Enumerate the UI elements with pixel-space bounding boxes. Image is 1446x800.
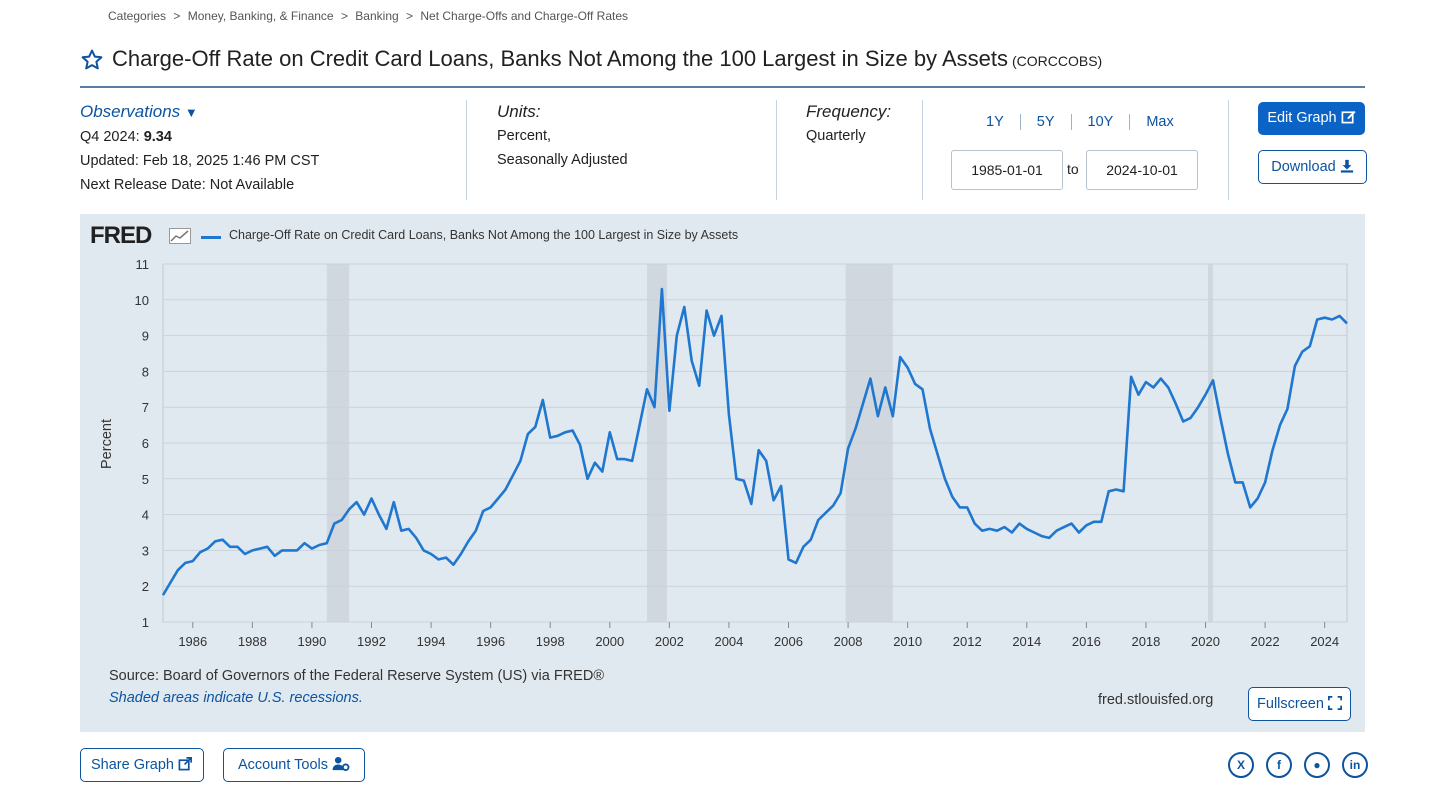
- y-tick-label: 3: [142, 543, 149, 558]
- fullscreen-button[interactable]: Fullscreen: [1248, 687, 1351, 721]
- fred-url[interactable]: fred.stlouisfed.org: [1098, 692, 1214, 708]
- frequency-value: Quarterly: [806, 128, 866, 144]
- x-tick-label: 2004: [714, 634, 743, 649]
- breadcrumb-net-charge-offs[interactable]: Net Charge-Offs and Charge-Off Rates: [420, 9, 629, 23]
- updated-text: Updated: Feb 18, 2025 1:46 PM CST: [80, 153, 320, 169]
- frequency-label: Frequency:: [806, 102, 892, 121]
- units-line1: Percent,: [497, 128, 551, 144]
- divider: [466, 100, 467, 200]
- divider: [1228, 100, 1229, 200]
- x-icon[interactable]: X: [1228, 752, 1254, 778]
- title-row: Charge-Off Rate on Credit Card Loans, Ba…: [80, 46, 1365, 88]
- chevron-down-icon: ▼: [184, 105, 198, 120]
- fullscreen-icon: [1327, 696, 1342, 710]
- y-tick-label: 2: [142, 579, 149, 594]
- start-date-input[interactable]: 1985-01-01: [951, 150, 1063, 190]
- share-icon: [178, 757, 192, 771]
- star-icon[interactable]: [80, 48, 104, 72]
- y-tick-label: 7: [142, 400, 149, 415]
- breadcrumb: Categories > Money, Banking, & Finance >…: [108, 9, 632, 23]
- page-title: Charge-Off Rate on Credit Card Loans, Ba…: [112, 46, 1102, 72]
- source-text: Source: Board of Governors of the Federa…: [109, 668, 605, 684]
- range-max[interactable]: Max: [1129, 114, 1189, 130]
- y-tick-label: 11: [136, 257, 150, 272]
- x-tick-label: 2014: [1012, 634, 1041, 649]
- frequency-panel: Frequency: Quarterly: [806, 100, 891, 148]
- x-tick-label: 1994: [417, 634, 446, 649]
- breadcrumb-categories[interactable]: Categories: [108, 9, 167, 23]
- latest-value: 9.34: [143, 129, 172, 145]
- x-tick-label: 2002: [655, 634, 684, 649]
- x-tick-label: 2018: [1131, 634, 1160, 649]
- series-code: (CORCCOBS): [1011, 53, 1103, 69]
- legend-label: Charge-Off Rate on Credit Card Loans, Ba…: [229, 228, 739, 242]
- line-chart: 1 2 3 4 5 6 7 8 9 10 11 1986 1988 1990 1992 1994 1996 19…: [99, 257, 1348, 649]
- recession-note[interactable]: Shaded areas indicate U.S. recessions.: [109, 690, 363, 706]
- y-tick-label: 8: [142, 364, 149, 379]
- observations-panel: Observations ▼ Q4 2024: 9.34 Updated: Fe…: [80, 100, 319, 197]
- account-tools-button[interactable]: Account Tools: [223, 748, 365, 782]
- x-tick-label: 2016: [1072, 634, 1101, 649]
- range-5y[interactable]: 5Y: [1019, 114, 1071, 130]
- download-icon: [1340, 159, 1353, 173]
- x-tick-label: 1988: [238, 634, 267, 649]
- y-tick-label: 9: [142, 329, 149, 344]
- share-graph-button[interactable]: Share Graph: [80, 748, 204, 782]
- observations-toggle[interactable]: Observations ▼: [80, 102, 198, 121]
- next-release-text: Next Release Date: Not Available: [80, 177, 295, 193]
- reddit-icon[interactable]: ●: [1304, 752, 1330, 778]
- edit-graph-button[interactable]: Edit Graph: [1258, 102, 1365, 135]
- breadcrumb-separator: >: [340, 9, 348, 23]
- breadcrumb-money-banking-finance[interactable]: Money, Banking, & Finance: [187, 9, 334, 23]
- chart-panel: FRED Charge-Off Rate on Credit Card Loan…: [80, 214, 1365, 732]
- range-10y[interactable]: 10Y: [1070, 114, 1130, 130]
- y-tick-label: 6: [142, 436, 149, 451]
- x-tick-label: 2012: [953, 634, 982, 649]
- units-line2: Seasonally Adjusted: [497, 152, 628, 168]
- x-tick-label: 2020: [1191, 634, 1220, 649]
- y-tick-label: 10: [135, 293, 149, 308]
- y-tick-label: 4: [142, 508, 149, 523]
- range-1y[interactable]: 1Y: [986, 114, 1004, 130]
- facebook-icon[interactable]: f: [1266, 752, 1292, 778]
- x-tick-label: 1986: [178, 634, 207, 649]
- range-selector: 1Y 5Y 10Y Max: [970, 114, 1190, 130]
- units-panel: Units: Percent, Seasonally Adjusted: [497, 100, 628, 172]
- series-title: Charge-Off Rate on Credit Card Loans, Ba…: [112, 46, 1008, 71]
- x-tick-label: 2022: [1251, 634, 1280, 649]
- x-tick-label: 2000: [595, 634, 624, 649]
- edit-icon: [1341, 110, 1356, 124]
- linkedin-icon[interactable]: in: [1342, 752, 1368, 778]
- fred-logo: FRED: [90, 222, 152, 249]
- y-axis-label: Percent: [99, 419, 115, 469]
- units-label: Units:: [497, 102, 541, 121]
- x-tick-label: 1996: [476, 634, 505, 649]
- x-tick-label: 2006: [774, 634, 803, 649]
- series-line: [161, 287, 1348, 596]
- download-button[interactable]: Download: [1258, 150, 1367, 184]
- y-tick-label: 1: [142, 615, 149, 630]
- latest-observation: Q4 2024: 9.34: [80, 129, 172, 145]
- breadcrumb-banking[interactable]: Banking: [355, 9, 399, 23]
- x-tick-label: 2010: [893, 634, 922, 649]
- x-tick-label: 1992: [357, 634, 386, 649]
- date-separator: to: [1067, 161, 1079, 177]
- x-tick-label: 2024: [1310, 634, 1339, 649]
- end-date-input[interactable]: 2024-10-01: [1086, 150, 1198, 190]
- x-tick-label: 2008: [834, 634, 863, 649]
- divider: [922, 100, 923, 200]
- breadcrumb-separator: >: [173, 9, 181, 23]
- y-tick-label: 5: [142, 472, 149, 487]
- divider: [776, 100, 777, 200]
- legend-swatch: [201, 236, 221, 239]
- x-tick-label: 1998: [536, 634, 565, 649]
- breadcrumb-separator: >: [406, 9, 414, 23]
- x-tick-label: 1990: [297, 634, 326, 649]
- fred-chart-mini-icon: [169, 228, 191, 244]
- user-gear-icon: [332, 756, 350, 771]
